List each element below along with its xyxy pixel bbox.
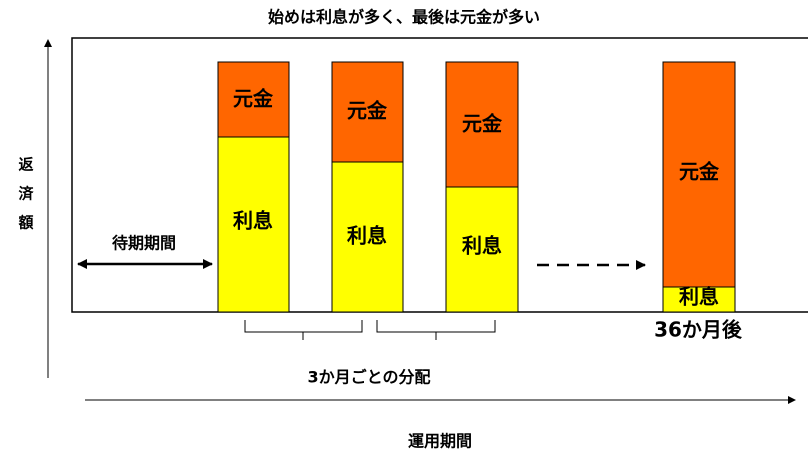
frame	[71, 37, 808, 313]
title: 始めは利息が多く、最後は元金が多い	[268, 8, 540, 27]
principal-block	[662, 61, 736, 288]
x-axis-label: 運用期間	[408, 432, 472, 451]
bracket	[244, 320, 363, 340]
y-axis-label: 返済額	[17, 156, 35, 244]
principal-label: 元金	[233, 87, 274, 111]
interest-label: 利息	[233, 209, 273, 233]
interest-block	[217, 136, 290, 313]
interest-label: 利息	[462, 234, 502, 258]
waiting-label: 待期期間	[112, 234, 176, 253]
principal-block	[331, 61, 404, 163]
interest-label: 利息	[347, 224, 387, 248]
interest-block	[662, 286, 736, 313]
end-label: 36か月後	[654, 318, 743, 342]
bracket	[376, 320, 496, 340]
principal-block	[217, 61, 290, 138]
principal-label: 元金	[347, 99, 388, 123]
interest-block	[331, 161, 404, 313]
interest-block	[445, 186, 519, 313]
interest-label: 利息	[679, 285, 719, 309]
principal-label: 元金	[679, 160, 720, 184]
distribution-label: 3か月ごとの分配	[308, 368, 431, 387]
principal-label: 元金	[462, 112, 503, 136]
principal-block	[445, 61, 519, 188]
